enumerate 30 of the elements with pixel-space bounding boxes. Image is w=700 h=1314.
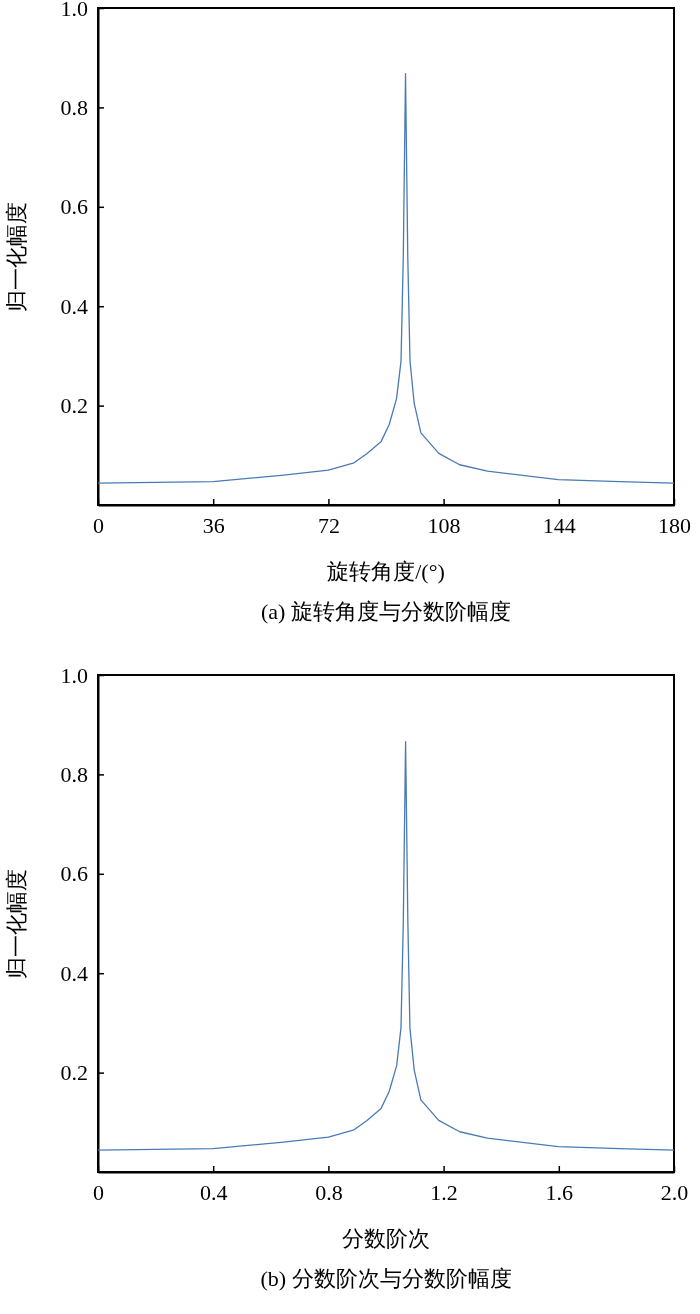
x-tick-label: 72 <box>317 512 340 538</box>
y-tick-label: 0.4 <box>60 293 88 319</box>
y-tick-label: 0.8 <box>60 761 88 787</box>
y-axis-title: 归一化幅度 <box>4 868 29 979</box>
y-tick-label: 1.0 <box>60 0 88 21</box>
y-axis-title: 归一化幅度 <box>4 201 29 312</box>
text: (a) 旋转角度与分数阶幅度 <box>261 599 511 624</box>
x-axis-title: 分数阶次 <box>342 1226 430 1251</box>
x-tick-label: 36 <box>202 512 225 538</box>
x-tick-label: 144 <box>542 512 576 538</box>
x-tick-label: 180 <box>658 512 691 538</box>
x-tick-label: 108 <box>427 512 461 538</box>
x-tick-label: 0 <box>93 512 104 538</box>
line-series <box>98 72 674 484</box>
y-tick-label: 0.6 <box>60 194 88 220</box>
x-tick-label: 2.0 <box>660 1179 689 1205</box>
x-tick-label: 0.8 <box>315 1179 343 1205</box>
y-tick-label: 0.2 <box>60 1060 88 1086</box>
y-tick-label: 0.4 <box>60 960 88 986</box>
y-tick-label: 0.6 <box>60 861 88 887</box>
line-series <box>98 740 674 1151</box>
x-tick-label: 0 <box>93 1179 104 1205</box>
y-tick-label: 0.8 <box>60 94 88 120</box>
x-tick-label: 0.4 <box>199 1179 228 1205</box>
y-tick-label: 1.0 <box>60 662 88 688</box>
x-tick-label: 1.6 <box>545 1179 574 1205</box>
text: (b) 分数阶次与分数阶幅度 <box>260 1266 512 1291</box>
y-tick-label: 0.2 <box>60 393 88 419</box>
x-axis-title: 旋转角度/(°) <box>327 559 445 584</box>
x-tick-label: 1.2 <box>430 1179 458 1205</box>
